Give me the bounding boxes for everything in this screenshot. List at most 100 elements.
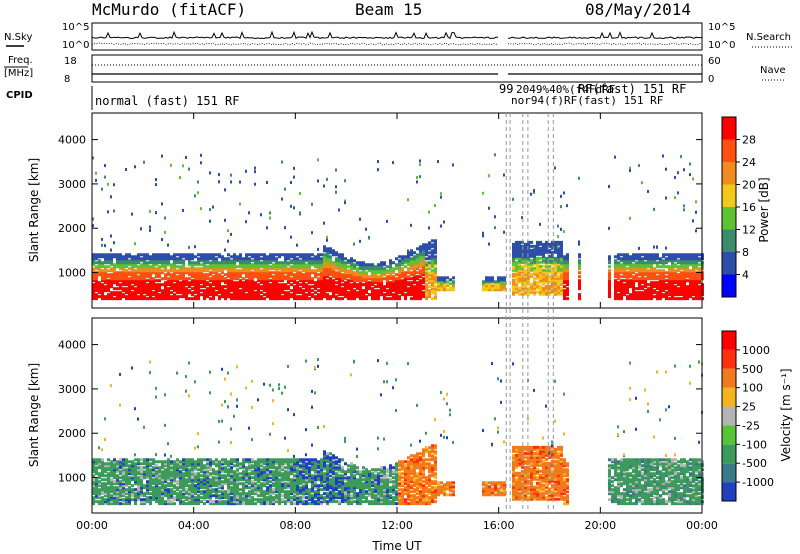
data-cell [131,255,134,259]
data-cell [221,466,224,470]
data-cell [395,257,398,261]
data-cell [140,494,143,498]
data-cell [125,273,128,277]
data-cell [617,263,620,267]
data-cell [224,466,227,470]
data-cell [278,490,281,494]
data-cell [242,486,245,490]
data-cell [365,273,368,277]
data-cell [98,466,101,470]
data-cell [626,267,629,271]
data-cell [215,462,218,466]
data-cell [95,490,98,494]
data-cell [689,259,692,263]
data-cell [401,267,404,271]
data-cell [677,277,680,281]
data-cell [263,261,266,265]
data-cell [287,281,290,285]
data-cell [185,287,188,291]
data-cell [134,297,137,301]
data-cell [557,270,560,274]
data-cell [113,474,116,478]
data-cell [644,263,647,267]
data-cell [614,261,617,265]
data-cell [230,267,233,271]
data-cell [128,502,131,506]
data-cell [176,297,179,301]
data-cell [245,496,248,500]
data-cell [92,466,95,470]
data-cell [371,277,374,281]
data-cell [653,261,656,265]
data-cell [119,287,122,291]
data-cell [113,464,116,468]
data-cell [254,470,257,474]
data-cell [620,275,623,279]
data-cell [209,480,212,484]
data-cell [137,490,140,494]
data-cell [122,470,125,474]
data-cell [335,261,338,265]
data-cell [371,283,374,287]
data-cell [554,274,557,278]
data-cell [290,496,293,500]
data-cell [128,496,131,500]
data-cell [296,261,299,265]
data-cell [209,462,212,466]
data-cell [302,261,305,265]
data-cell [500,276,503,280]
data-cell [689,255,692,259]
data-cell [167,261,170,265]
data-cell [359,271,362,275]
cpid-right: RF(fast) 151 RF [578,82,686,96]
data-cell [629,275,632,279]
data-cell [548,284,551,288]
data-cell [653,273,656,277]
data-cell [95,295,98,299]
data-cell [320,295,323,299]
data-cell [275,482,278,486]
data-cell [191,464,194,468]
data-cell [179,474,182,478]
data-cell [533,250,536,254]
data-cell [254,263,257,267]
data-cell [161,476,164,480]
data-cell [308,269,311,273]
data-cell [167,289,170,293]
data-cell [557,234,559,238]
data-cell [530,266,533,270]
data-cell [269,432,271,436]
data-cell [161,255,164,259]
data-cell [635,295,638,299]
data-cell [500,284,503,288]
data-cell [533,189,535,193]
data-cell [317,261,320,265]
data-cell [302,279,305,283]
data-cell [554,264,557,268]
data-cell [623,285,626,289]
data-cell [512,242,515,246]
data-cell [431,243,434,247]
data-cell [242,482,245,486]
data-cell [182,269,185,273]
data-cell [143,295,146,299]
data-cell [548,270,551,274]
data-cell [149,281,152,285]
data-cell [407,281,410,285]
data-cell [290,289,293,293]
data-cell [107,269,110,273]
data-cell [146,490,149,494]
data-cell [218,474,221,478]
data-cell [212,297,215,301]
data-cell [293,291,296,295]
data-cell [221,460,224,464]
data-cell [278,472,281,476]
data-cell [398,269,401,273]
data-cell [173,464,176,468]
data-cell [290,283,293,287]
data-cell [686,295,689,299]
data-cell [227,462,230,466]
data-cell [143,271,146,275]
data-cell [281,484,284,488]
data-cell [185,474,188,478]
